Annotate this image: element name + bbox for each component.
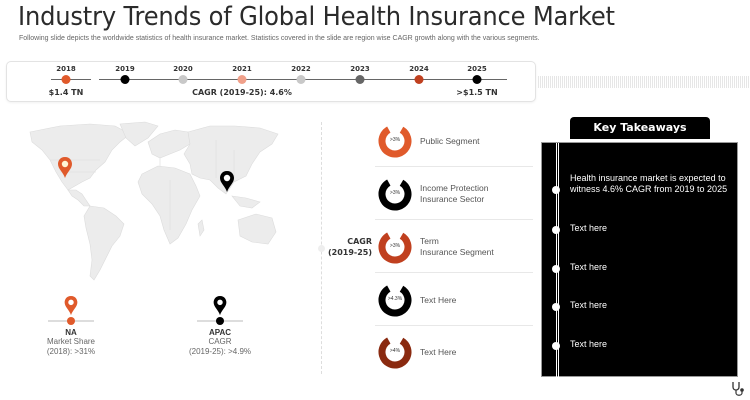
segment-label: Text Here — [420, 295, 456, 306]
segment-label: Income Protection Insurance Sector — [420, 183, 489, 205]
region-dot — [67, 317, 75, 325]
region-bar — [197, 316, 243, 326]
region-desc-line1: CAGR — [208, 337, 232, 346]
segment-label-line1: Public Segment — [420, 136, 480, 146]
donut-ring-icon — [378, 230, 412, 264]
segment-term-insurance: >3% Term Insurance Segment — [375, 221, 533, 273]
donut-value: >3% — [389, 243, 401, 249]
bullet-icon — [552, 342, 560, 350]
region-desc-line2: (2019-25): >4.9% — [188, 347, 252, 356]
donut-ring-icon — [378, 124, 412, 158]
region-dot — [216, 317, 224, 325]
timeline-panel: 2018 2019 2020 2021 2022 2023 2024 2025 … — [6, 61, 536, 102]
segment-text-4: >4.3% Text Here — [375, 274, 533, 326]
key-takeaways-panel: Health insurance market is expected to w… — [541, 142, 738, 377]
end-value: >$1.5 TN — [456, 88, 498, 97]
donut-ring-icon — [378, 283, 412, 317]
donut-chart: >3% — [378, 230, 412, 264]
donut-value: >4% — [389, 348, 401, 354]
timeline-dot-2021 — [237, 75, 247, 84]
timeline-dot-2022 — [296, 75, 306, 84]
takeaway-text: Text here — [570, 223, 608, 233]
takeaways-timeline-line — [556, 143, 559, 377]
start-value: $1.4 TN — [48, 88, 84, 97]
timeline-year: 2018 — [56, 65, 76, 73]
timeline-dot-2024 — [414, 75, 424, 84]
region-name: NA — [65, 328, 77, 337]
takeaway-text: Text here — [570, 262, 608, 272]
donut-ring-icon — [378, 335, 412, 369]
segment-label-line1: Text Here — [420, 347, 457, 357]
bullet-icon — [552, 303, 560, 311]
donut-chart: >3% — [378, 124, 412, 158]
divider-dot — [318, 245, 325, 252]
donut-chart: >4.3% — [378, 283, 412, 317]
donut-value: >4.3% — [387, 296, 403, 302]
segment-income-protection: >3% Income Protection Insurance Sector — [375, 168, 533, 220]
region-apac: APAC CAGR (2019-25): >4.9% — [170, 296, 270, 357]
cagr-axis-label: CAGR (2019-25) — [326, 236, 372, 258]
segment-label-line2: Insurance Segment — [420, 247, 494, 257]
map-pin-na-icon — [58, 157, 72, 178]
timeline-year: 2025 — [467, 65, 487, 73]
segment-label-line1: Income Protection — [420, 183, 489, 193]
bullet-icon — [552, 265, 560, 273]
takeaway-text: Text here — [570, 339, 608, 349]
timeline-year: 2020 — [173, 65, 193, 73]
takeaway-text: Text here — [570, 300, 608, 310]
timeline-dot-2025 — [472, 75, 482, 84]
timeline-year: 2021 — [232, 65, 252, 73]
page-subtitle: Following slide depicts the worldwide st… — [19, 35, 540, 42]
world-map — [29, 121, 279, 281]
segment-label-line1: Term — [420, 236, 439, 246]
segment-text-5: >4% Text Here — [375, 326, 533, 378]
bullet-icon — [552, 226, 560, 234]
location-pin-icon — [64, 296, 78, 316]
timeline-year: 2019 — [115, 65, 135, 73]
segment-label: Term Insurance Segment — [420, 236, 494, 258]
timeline-dot-2020 — [178, 75, 188, 84]
stethoscope-icon — [732, 382, 744, 396]
cagr-axis-line1: CAGR — [347, 237, 372, 246]
region-desc-line2: (2018): >31% — [46, 347, 96, 356]
segment-label: Public Segment — [420, 136, 480, 147]
region-na: NA Market Share (2018): >31% — [21, 296, 121, 357]
region-desc-line1: Market Share — [46, 337, 96, 346]
segment-public: >3% Public Segment — [375, 115, 533, 167]
donut-value: >3% — [389, 137, 401, 143]
segment-label: Text Here — [420, 347, 456, 358]
takeaway-text: Health insurance market is expected to w… — [570, 173, 728, 194]
timeline-year: 2024 — [409, 65, 429, 73]
segment-label-line2: Insurance Sector — [420, 194, 485, 204]
timeline-line-segment — [51, 79, 91, 80]
timeline-dot-2023 — [355, 75, 365, 84]
region-bar — [48, 316, 94, 326]
donut-chart: >4% — [378, 335, 412, 369]
page-title: Industry Trends of Global Health Insuran… — [18, 2, 615, 32]
timeline-dot-2018 — [61, 75, 71, 84]
segment-label-line1: Text Here — [420, 295, 457, 305]
key-takeaways-title: Key Takeaways — [570, 117, 710, 139]
region-name: APAC — [208, 328, 232, 337]
donut-value: >3% — [389, 190, 401, 196]
donut-chart: >3% — [378, 177, 412, 211]
bullet-icon — [552, 186, 560, 194]
cagr-axis-line2: (2019-25) — [327, 248, 372, 257]
timeline-year: 2023 — [350, 65, 370, 73]
timeline-dot-2019 — [120, 75, 130, 84]
decorative-stripes — [538, 76, 750, 88]
cagr-value: CAGR (2019-25): 4.6% — [192, 88, 292, 97]
map-pin-apac-icon — [220, 171, 234, 192]
donut-ring-icon — [378, 177, 412, 211]
timeline-year: 2022 — [291, 65, 311, 73]
location-pin-icon — [213, 296, 227, 316]
